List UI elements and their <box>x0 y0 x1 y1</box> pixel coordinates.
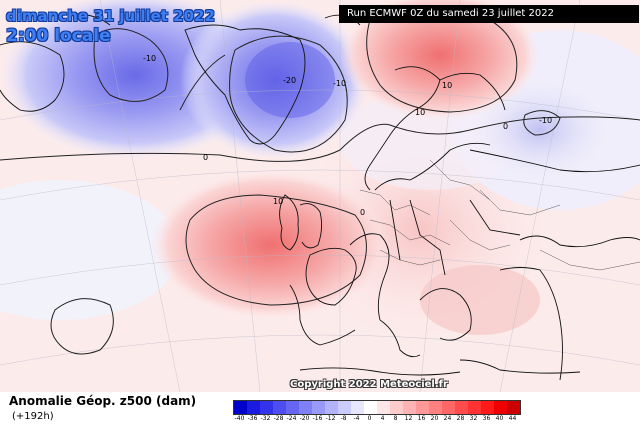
graticule <box>0 0 640 392</box>
contour-label: -10 <box>539 116 552 125</box>
neutral-zone <box>0 180 180 320</box>
legend-label: -4 <box>353 415 360 422</box>
contour-label: -20 <box>283 76 296 85</box>
scandinavia-high <box>340 0 540 120</box>
legend-label: -8 <box>340 415 347 422</box>
contour-value-labels: -10 -20 -10 0 10 0 -10 10 10 0 <box>143 54 552 217</box>
legend-label: 12 <box>404 415 413 422</box>
legend-swatch <box>338 401 351 414</box>
legend-label: -16 <box>312 415 323 422</box>
legend-label: -20 <box>299 415 310 422</box>
legend-swatch <box>468 401 481 414</box>
legend-swatch <box>234 401 247 414</box>
legend-swatch <box>260 401 273 414</box>
contour-label: 0 <box>203 153 208 162</box>
forecast-time-title: 2:00 locale <box>6 26 111 46</box>
legend-swatch <box>364 401 377 414</box>
contour-label: 0 <box>503 122 508 131</box>
legend-swatch <box>299 401 312 414</box>
legend-label: -28 <box>273 415 284 422</box>
legend-label: -36 <box>247 415 258 422</box>
legend-swatch <box>273 401 286 414</box>
legend-label: 20 <box>430 415 439 422</box>
legend-panel: Anomalie Géop. z500 (dam) (+192h) -40 -36… <box>0 392 640 427</box>
forecast-date-title: dimanche 31 juillet 2022 <box>6 7 215 25</box>
contour-label: -10 <box>333 79 346 88</box>
contour-label: 10 <box>273 197 283 206</box>
legend-label: -40 <box>234 415 245 422</box>
legend-label: 44 <box>508 415 517 422</box>
anomaly-map: -10 -20 -10 0 10 0 -10 10 10 0 dimanche … <box>0 0 640 392</box>
legend-label: 4 <box>380 415 385 422</box>
coastlines <box>0 13 640 381</box>
legend-swatch <box>351 401 364 414</box>
contour-label: 10 <box>442 81 452 90</box>
legend-label: 28 <box>456 415 465 422</box>
legend-swatch <box>416 401 429 414</box>
legend-swatch <box>507 401 520 414</box>
legend-swatch <box>403 401 416 414</box>
run-info-banner: Run ECMWF 0Z du samedi 23 juillet 2022 <box>339 5 639 23</box>
legend-label: -32 <box>260 415 271 422</box>
legend-swatch <box>494 401 507 414</box>
legend-swatch <box>455 401 468 414</box>
atlantic-high <box>150 170 390 320</box>
legend-label: 0 <box>367 415 372 422</box>
legend-swatch <box>377 401 390 414</box>
legend-swatch <box>312 401 325 414</box>
legend-swatch <box>286 401 299 414</box>
variable-title: Anomalie Géop. z500 (dam) <box>9 394 197 408</box>
legend-swatch <box>442 401 455 414</box>
color-scale-labels: -40 -36 -32 -28 -24 -20 -16 -12 -8 -4 0 4 8 12 16 20 24 2… <box>233 415 523 425</box>
contour-label: -10 <box>143 54 156 63</box>
contour-label: 0 <box>360 208 365 217</box>
legend-label: 24 <box>443 415 452 422</box>
color-scale-bar <box>233 400 521 415</box>
legend-swatch <box>247 401 260 414</box>
legend-label: 8 <box>393 415 398 422</box>
map-canvas: -10 -20 -10 0 10 0 -10 10 10 0 <box>0 0 640 392</box>
greenland-low-east <box>180 0 370 160</box>
legend-label: 16 <box>417 415 426 422</box>
russia-low <box>470 80 610 180</box>
legend-label: -12 <box>325 415 336 422</box>
legend-label: 40 <box>495 415 504 422</box>
legend-swatch <box>325 401 338 414</box>
legend-swatch <box>390 401 403 414</box>
legend-label: -24 <box>286 415 297 422</box>
contour-label: 10 <box>415 108 425 117</box>
lead-time: (+192h) <box>12 411 54 422</box>
legend-label: 36 <box>482 415 491 422</box>
legend-label: 32 <box>469 415 478 422</box>
legend-swatch <box>429 401 442 414</box>
legend-swatch <box>481 401 494 414</box>
country-borders <box>359 159 640 271</box>
copyright-text: Copyright 2022 Meteociel.fr <box>290 379 448 390</box>
